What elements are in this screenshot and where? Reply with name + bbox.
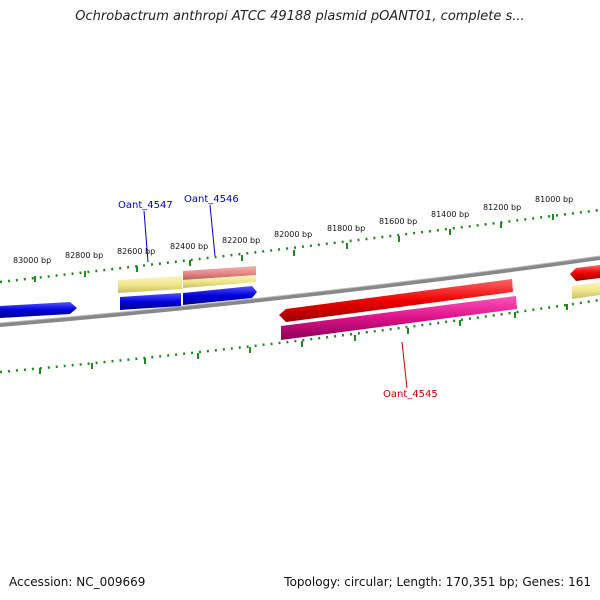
gene-reverse-arrow[interactable] bbox=[0, 302, 77, 318]
map-title: Ochrobactrum anthropi ATCC 49188 plasmid… bbox=[75, 9, 525, 24]
lower-ruler bbox=[0, 298, 600, 374]
gene-oant-4547-arrow[interactable] bbox=[120, 293, 181, 310]
scale-label: 83000 bp bbox=[13, 256, 51, 265]
plasmid-backbone bbox=[0, 256, 600, 327]
leader-oant-4547 bbox=[143, 210, 149, 263]
gene-label-oant-4547[interactable]: Oant_4547 bbox=[118, 200, 173, 211]
upper-ruler bbox=[0, 208, 600, 284]
scale-label: 82000 bp bbox=[274, 230, 312, 239]
topology-summary: Topology: circular; Length: 170,351 bp; … bbox=[284, 575, 591, 589]
scale-label: 82800 bp bbox=[65, 251, 103, 260]
scale-label: 82200 bp bbox=[222, 236, 260, 245]
cog-khaki-bar bbox=[118, 276, 182, 293]
cog-right-edge-bar bbox=[572, 282, 600, 299]
scale-label: 81600 bp bbox=[379, 217, 417, 226]
scale-label: 81200 bp bbox=[483, 203, 521, 212]
leader-oant-4545 bbox=[401, 341, 408, 389]
gene-oant-4546-arrow[interactable] bbox=[183, 286, 257, 305]
gene-oant-4545-arrow[interactable] bbox=[279, 279, 513, 322]
accession-text: Accession: NC_009669 bbox=[9, 575, 146, 589]
cog-khaki-bar-2 bbox=[183, 275, 256, 288]
gene-label-oant-4545[interactable]: Oant_4545 bbox=[383, 389, 438, 400]
gene-label-oant-4546[interactable]: Oant_4546 bbox=[184, 194, 239, 205]
scale-label: 81000 bp bbox=[535, 195, 573, 204]
scale-label: 81800 bp bbox=[327, 224, 365, 233]
leader-oant-4546 bbox=[209, 204, 216, 257]
scale-label: 81400 bp bbox=[431, 210, 469, 219]
gene-right-edge-arrow[interactable] bbox=[570, 265, 600, 281]
scale-label: 82600 bp bbox=[117, 247, 155, 256]
scale-label: 82400 bp bbox=[170, 242, 208, 251]
cog-pink-bar bbox=[183, 266, 256, 280]
cog-magenta-bar bbox=[281, 296, 517, 340]
